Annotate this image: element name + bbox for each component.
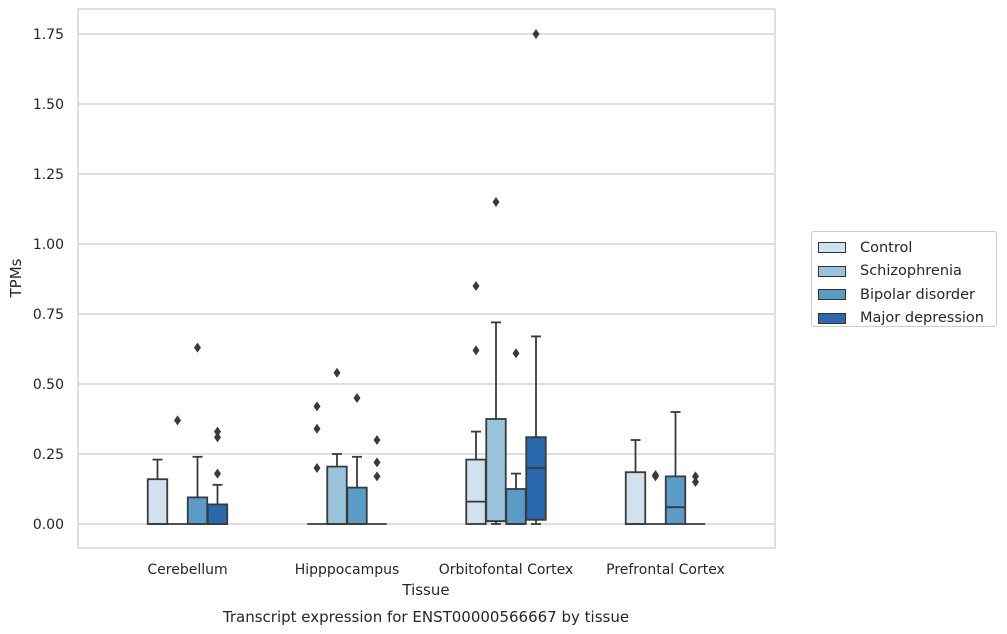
- y-tick-label: 1.50: [33, 97, 64, 113]
- y-tick-label: 0.00: [33, 517, 64, 533]
- box-body: [346, 486, 368, 525]
- box-body: [485, 418, 507, 523]
- box-3-1: [367, 435, 387, 525]
- outlier-point: [692, 477, 699, 487]
- y-tick-label: 1.75: [33, 27, 64, 43]
- legend-swatch: [818, 289, 846, 301]
- legend-swatch: [818, 312, 846, 324]
- outlier-point: [652, 470, 659, 480]
- legend-label: Control: [860, 239, 913, 256]
- box-body: [664, 475, 687, 525]
- box-3-0: [206, 426, 229, 525]
- x-tick-labels: Cerebellum Hipppocampus Orbitofontal Corte…: [147, 562, 724, 578]
- box-0-3: [624, 439, 647, 525]
- outlier-point: [313, 463, 321, 473]
- outlier-point: [373, 457, 381, 468]
- box-body: [206, 503, 229, 525]
- box-body: [186, 496, 209, 525]
- outlier-point: [373, 471, 381, 482]
- box-0-0: [146, 458, 169, 525]
- legend-label: Bipolar disorder: [860, 286, 975, 303]
- outlier-point: [313, 401, 321, 412]
- box-1-3: [645, 470, 666, 525]
- box-body: [525, 436, 547, 521]
- box-body: [146, 478, 169, 525]
- y-tick-label: 0.25: [33, 447, 64, 463]
- outlier-point: [214, 426, 221, 437]
- chart-title: Transcript expression for ENST0000056666…: [222, 608, 629, 626]
- legend-item: Bipolar disorder: [818, 283, 996, 307]
- box-2-0: [186, 342, 209, 525]
- box-3-2: [525, 29, 547, 525]
- legend-swatch: [818, 242, 846, 254]
- outlier-point: [194, 342, 201, 353]
- outlier-point: [492, 197, 500, 207]
- y-tick-label: 0.50: [33, 377, 64, 393]
- outlier-point: [373, 435, 381, 445]
- outlier-point: [692, 471, 699, 482]
- outlier-point: [532, 29, 540, 39]
- box-2-3: [664, 411, 687, 525]
- box-1-2: [485, 197, 507, 525]
- x-tick-label: Orbitofontal Cortex: [439, 562, 574, 578]
- box-1-0: [167, 415, 188, 525]
- x-axis-title: Tissue: [401, 581, 449, 599]
- outlier-point: [512, 348, 520, 359]
- legend-label: Schizophrenia: [860, 263, 962, 280]
- outlier-point: [333, 367, 341, 378]
- x-tick-label: Cerebellum: [147, 562, 227, 578]
- legend-item: Control: [818, 236, 996, 260]
- outlier-point: [472, 281, 480, 291]
- box-2-2: [505, 348, 527, 525]
- legend-swatch: [818, 265, 846, 277]
- y-tick-label: 0.75: [33, 307, 64, 323]
- box-body: [465, 458, 487, 525]
- legend-item: Major depression: [818, 307, 996, 331]
- legend-label: Major depression: [860, 310, 984, 327]
- legend: Control Schizophrenia Bipolar disorder Majo…: [811, 231, 997, 327]
- legend-item: Schizophrenia: [818, 260, 996, 284]
- box-0-1: [307, 401, 327, 525]
- box-body: [505, 488, 527, 525]
- outlier-point: [313, 423, 321, 434]
- plot-area: [78, 9, 775, 548]
- outlier-point: [214, 432, 221, 443]
- box-body: [326, 465, 348, 525]
- y-tick-label: 1.25: [33, 167, 64, 183]
- box-body: [624, 471, 647, 525]
- y-axis-title: TPMs: [7, 258, 25, 298]
- box-3-3: [685, 471, 706, 525]
- plot-frame: [77, 8, 776, 549]
- box-2-1: [346, 393, 368, 525]
- outlier-point: [472, 345, 480, 356]
- x-tick-label: Prefrontal Cortex: [606, 562, 725, 578]
- box-0-2: [465, 281, 487, 525]
- outlier-point: [214, 468, 221, 479]
- box-groups: [146, 29, 706, 525]
- x-tick-label: Hipppocampus: [295, 562, 400, 578]
- y-tick-labels: 0.00 0.25 0.50 0.75 1.00 1.25 1.50 1.75: [33, 27, 64, 533]
- outlier-point: [353, 393, 361, 403]
- outlier-point: [174, 415, 181, 426]
- y-tick-label: 1.00: [33, 237, 64, 253]
